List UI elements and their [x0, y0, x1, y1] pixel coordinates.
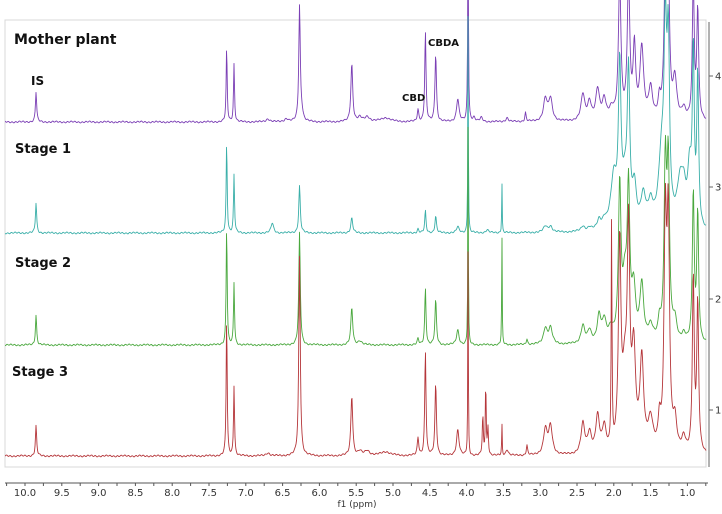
- x-tick-label: 4.0: [459, 488, 475, 499]
- right-tick-label: 3: [715, 183, 721, 194]
- annotation-cbd: CBD: [402, 93, 426, 104]
- x-tick-label: 1.0: [679, 488, 695, 499]
- plot-frame: [4, 19, 707, 468]
- trace-label-mother-plant: Mother plant: [14, 32, 117, 48]
- x-tick-label: 6.5: [275, 488, 291, 499]
- x-tick-label: 3.5: [495, 488, 511, 499]
- spectrum-trace-stage-1: [5, 0, 707, 235]
- right-tick-label: 2: [715, 295, 721, 306]
- x-tick-label: 3.0: [532, 488, 548, 499]
- x-tick-label: 9.0: [91, 488, 107, 499]
- x-tick-label: 7.5: [201, 488, 217, 499]
- spectrum-trace-stage-2: [5, 126, 707, 347]
- x-tick-label: 6.0: [311, 488, 327, 499]
- x-axis: 10.0 9.5 9.0 8.5 8.0 7.5 7.0 6.5 6.0 5.5 5.0 4.5 4.0…: [5, 482, 708, 499]
- x-tick-label: 1.5: [643, 488, 659, 499]
- trace-label-stage-1: Stage 1: [15, 142, 72, 157]
- x-tick-label: 9.5: [54, 488, 70, 499]
- right-tick-label: 4: [715, 72, 721, 83]
- x-tick-label: 8.0: [164, 488, 180, 499]
- spectrum-trace-stage-3: [5, 182, 707, 458]
- x-tick-label: 2.0: [606, 488, 622, 499]
- right-y-axis: 4 3 2 1: [708, 22, 721, 467]
- x-tick-label: 7.0: [238, 488, 254, 499]
- trace-label-stage-2: Stage 2: [15, 256, 72, 271]
- x-tick-label: 2.5: [569, 488, 585, 499]
- trace-label-stage-3: Stage 3: [12, 365, 69, 380]
- x-tick-label: 8.5: [127, 488, 143, 499]
- x-tick-label: 5.5: [348, 488, 364, 499]
- annotation-cbda: CBDA: [428, 38, 460, 49]
- x-tick-label: 4.5: [422, 488, 438, 499]
- spectrum-trace-mother-plant: [5, 0, 707, 124]
- x-tick-label: 5.0: [385, 488, 401, 499]
- x-axis-title: f1 (ppm): [338, 500, 377, 510]
- spectrum-traces: [5, 0, 707, 458]
- x-tick-label: 10.0: [14, 488, 36, 499]
- right-tick-label: 1: [715, 406, 721, 417]
- annotation-is: IS: [31, 74, 45, 88]
